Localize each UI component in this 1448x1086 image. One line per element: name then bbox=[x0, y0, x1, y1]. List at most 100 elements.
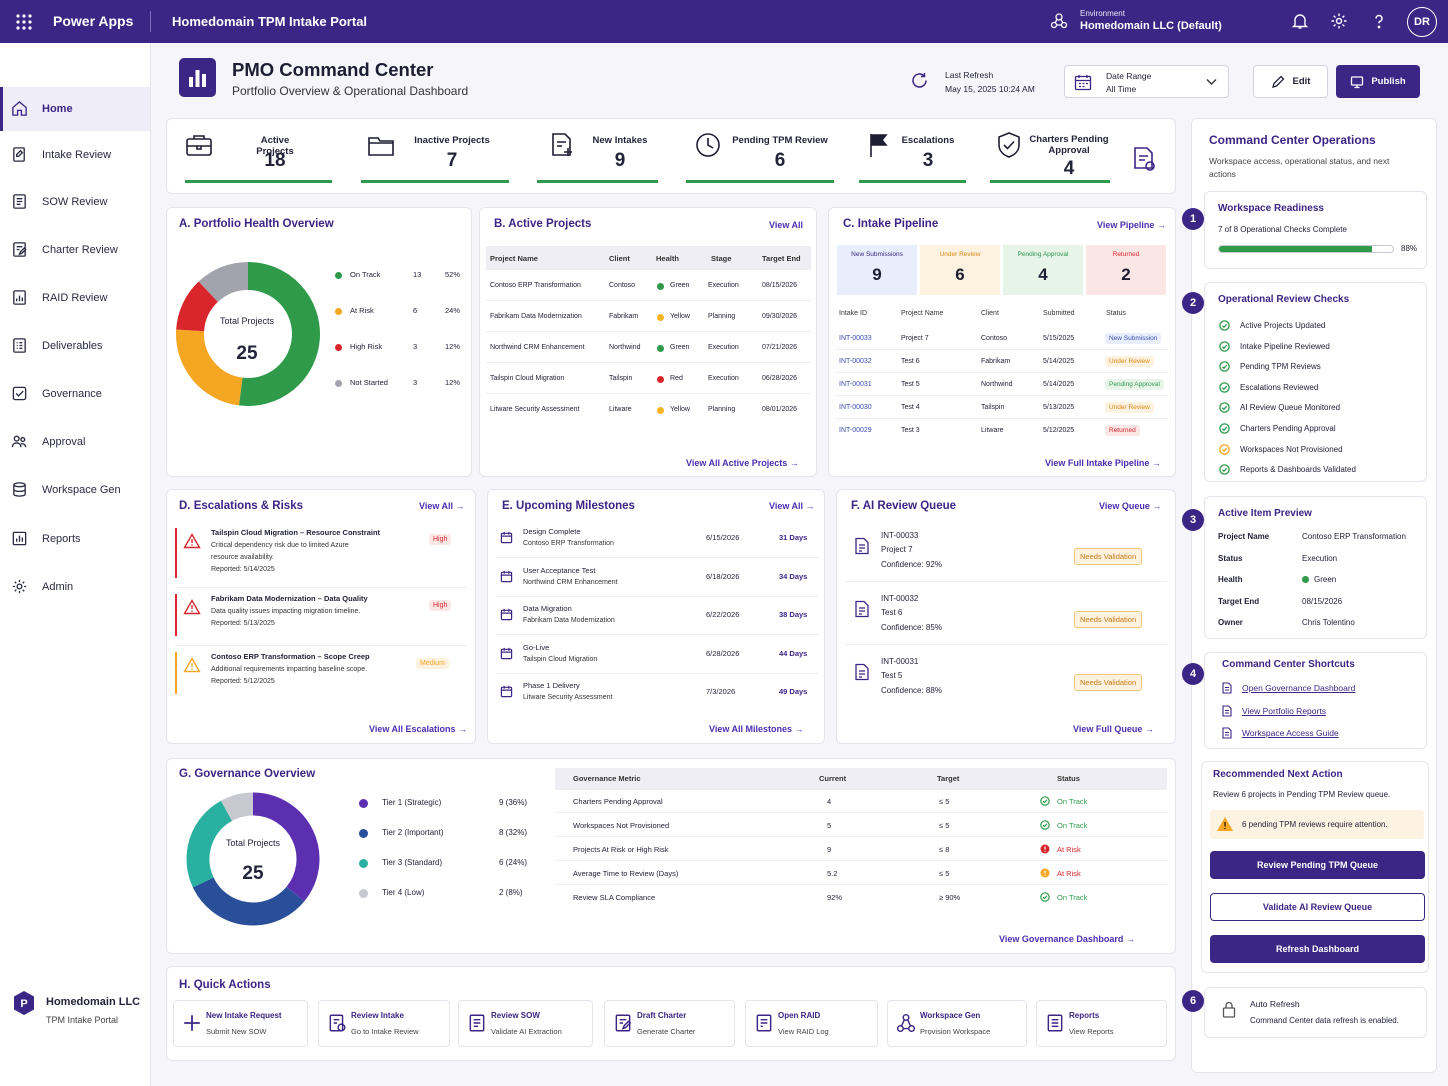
draft-charter-icon bbox=[615, 1014, 632, 1032]
pipeline-stage-returned[interactable]: Returned 2 bbox=[1086, 245, 1166, 295]
refresh-dashboard-button[interactable]: Refresh Dashboard bbox=[1210, 935, 1425, 963]
review-pending-tpm-queue-button[interactable]: Review Pending TPM Queue bbox=[1210, 851, 1425, 879]
app-launcher-icon[interactable] bbox=[16, 14, 32, 30]
date-range-value: All Time bbox=[1106, 84, 1137, 94]
sidebar-item-home[interactable]: Home bbox=[0, 87, 150, 131]
sidebar-item-label: Deliverables bbox=[42, 340, 103, 352]
check-label: Active Projects Updated bbox=[1240, 321, 1326, 330]
item-divider bbox=[845, 644, 1167, 645]
view-queue-link[interactable]: View Queue → bbox=[1099, 501, 1161, 511]
pipeline-stage-new-submissions[interactable]: New Submissions 9 bbox=[837, 245, 917, 295]
client: Fabrikam bbox=[609, 313, 639, 320]
stage-value: 4 bbox=[1038, 265, 1048, 284]
intake-id-link[interactable]: INT-00029 bbox=[839, 427, 872, 434]
sidebar-item-reports[interactable]: Reports bbox=[0, 517, 150, 561]
sidebar-item-sow-review[interactable]: SOW Review bbox=[0, 180, 150, 224]
column-header: Client bbox=[981, 310, 999, 317]
legend-count: 3 bbox=[413, 342, 418, 351]
check-circle-icon bbox=[1040, 796, 1050, 806]
milestone-days: 31 Days bbox=[779, 533, 808, 542]
escalations-card: D. Escalations & Risks View All → Tailsp… bbox=[166, 489, 476, 744]
workspace-readiness-title: Workspace Readiness bbox=[1218, 203, 1324, 214]
quick-action-workspace-gen[interactable]: Workspace Gen Provision Workspace bbox=[887, 1000, 1027, 1047]
submitted: 5/13/2025 bbox=[1043, 404, 1075, 411]
operations-subtitle-2: actions bbox=[1209, 169, 1236, 179]
quick-action-new-intake-request[interactable]: New Intake Request Submit New SOW bbox=[173, 1000, 308, 1047]
intake-id-link[interactable]: INT-00032 bbox=[839, 358, 872, 365]
view-all-milestones-link[interactable]: View All Milestones → bbox=[709, 724, 804, 734]
milestone-project: Litware Security Assessment bbox=[523, 694, 613, 701]
intake-id-link[interactable]: INT-00030 bbox=[839, 404, 872, 411]
sidebar-item-approval[interactable]: Approval bbox=[0, 420, 150, 464]
kpi-value: 18 bbox=[264, 150, 286, 171]
governance-table-header bbox=[555, 768, 1167, 790]
intake-id-link[interactable]: INT-00033 bbox=[839, 335, 872, 342]
pipeline-stage-under-review[interactable]: Under Review 6 bbox=[920, 245, 1000, 295]
sidebar-item-charter-review[interactable]: Charter Review bbox=[0, 228, 150, 272]
sidebar-item-workspace-gen[interactable]: Workspace Gen bbox=[0, 468, 150, 512]
column-header: Project Name bbox=[901, 310, 944, 317]
document-link-icon bbox=[1222, 682, 1232, 694]
escalation-desc: Critical dependency risk due to limited … bbox=[211, 542, 349, 549]
document-icon bbox=[855, 600, 869, 618]
sidebar-item-governance[interactable]: Governance bbox=[0, 372, 150, 416]
column-header: Health bbox=[656, 254, 679, 263]
preview-value: Chris Tolentino bbox=[1302, 618, 1355, 627]
date-range-select[interactable]: Date Range All Time bbox=[1064, 65, 1229, 98]
kpi-underline bbox=[859, 180, 966, 183]
legend-percent: 24% bbox=[445, 306, 461, 315]
publish-button[interactable]: Publish bbox=[1336, 65, 1420, 98]
legend-percent: 52% bbox=[445, 270, 461, 279]
quick-action-draft-charter[interactable]: Draft Charter Generate Charter bbox=[604, 1000, 735, 1047]
view-all-escalations-link[interactable]: View All Escalations → bbox=[369, 724, 467, 734]
tier-value: 2 (8%) bbox=[499, 888, 523, 897]
milestones-view-all-link[interactable]: View All → bbox=[769, 501, 815, 511]
portfolio-health-donut bbox=[176, 262, 320, 406]
legend-dot bbox=[335, 380, 342, 387]
legend-dot bbox=[335, 272, 342, 279]
raid-log-icon bbox=[756, 1014, 772, 1032]
quick-action-open-raid[interactable]: Open RAID View RAID Log bbox=[745, 1000, 878, 1047]
status-badge: Returned bbox=[1105, 425, 1140, 436]
milestone-days: 49 Days bbox=[779, 687, 808, 696]
pipeline-stage-pending-approval[interactable]: Pending Approval 4 bbox=[1003, 245, 1083, 295]
environment-value[interactable]: Homedomain LLC (Default) bbox=[1080, 20, 1222, 32]
settings-gear-icon[interactable] bbox=[1330, 12, 1348, 30]
intake-id-link[interactable]: INT-00031 bbox=[839, 381, 872, 388]
view-pipeline-link[interactable]: View Pipeline → bbox=[1097, 220, 1166, 230]
quick-action-reports[interactable]: Reports View Reports bbox=[1036, 1000, 1167, 1047]
operational-checks-card: Operational Review Checks Active Project… bbox=[1204, 282, 1427, 482]
environment-icon bbox=[1050, 13, 1068, 29]
active-projects-view-all[interactable]: View All bbox=[769, 220, 804, 230]
next-action-warning: 6 pending TPM reviews require attention. bbox=[1210, 810, 1424, 839]
help-icon[interactable] bbox=[1370, 12, 1388, 30]
active-projects-card: B. Active Projects View All Project Name… bbox=[479, 207, 817, 477]
refresh-icon[interactable] bbox=[910, 71, 929, 90]
row-divider bbox=[555, 884, 1167, 885]
sidebar-item-intake-review[interactable]: Intake Review bbox=[0, 133, 150, 177]
bell-icon[interactable] bbox=[1291, 12, 1309, 30]
doc-list-icon bbox=[13, 338, 26, 353]
sidebar-item-deliverables[interactable]: Deliverables bbox=[0, 324, 150, 368]
intake-pipeline-title: C. Intake Pipeline bbox=[843, 218, 939, 230]
target-value: ≤ 8 bbox=[939, 845, 950, 854]
kpi-value: 7 bbox=[446, 150, 458, 171]
milestone-date: 6/15/2026 bbox=[706, 533, 740, 542]
sidebar-item-raid-review[interactable]: RAID Review bbox=[0, 276, 150, 320]
view-all-active-projects-link[interactable]: View All Active Projects → bbox=[686, 458, 799, 468]
sidebar-item-admin[interactable]: Admin bbox=[0, 565, 150, 609]
view-full-intake-pipeline-link[interactable]: View Full Intake Pipeline → bbox=[1045, 458, 1161, 468]
quick-action-review-sow[interactable]: Review SOW Validate AI Extraction bbox=[458, 1000, 593, 1047]
escalation-reported: Reported: 5/13/2025 bbox=[211, 620, 275, 627]
escalations-view-all-link[interactable]: View All → bbox=[419, 501, 465, 511]
legend-dot bbox=[359, 829, 368, 838]
quick-action-review-intake[interactable]: Review Intake Go to Intake Review bbox=[318, 1000, 450, 1047]
user-avatar[interactable]: DR bbox=[1407, 7, 1437, 37]
workspace-readiness-card: Workspace Readiness 7 of 8 Operational C… bbox=[1204, 191, 1427, 269]
view-governance-dashboard-link[interactable]: View Governance Dashboard → bbox=[999, 934, 1135, 944]
view-full-queue-link[interactable]: View Full Queue → bbox=[1073, 724, 1154, 734]
item-divider bbox=[175, 587, 467, 588]
validate-ai-review-queue-button[interactable]: Validate AI Review Queue bbox=[1210, 893, 1425, 921]
escalation-title: Fabrikam Data Modernization – Data Quali… bbox=[211, 594, 368, 603]
edit-button[interactable]: Edit bbox=[1253, 65, 1328, 98]
